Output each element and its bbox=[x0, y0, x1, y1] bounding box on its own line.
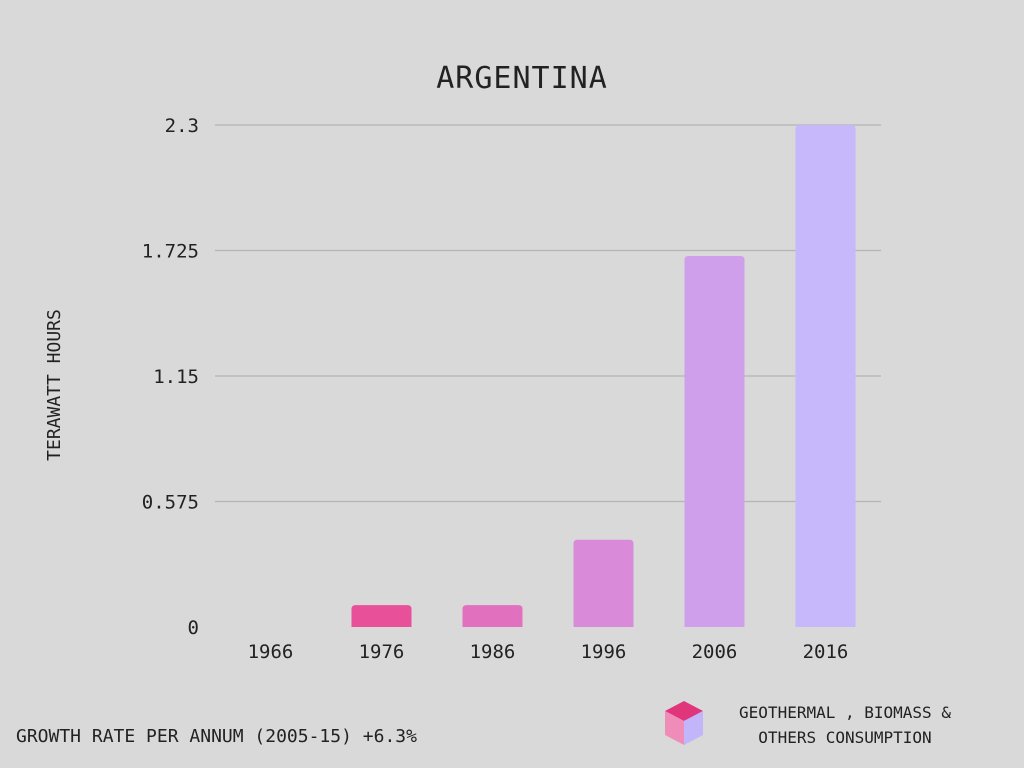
chart-title: ARGENTINA bbox=[436, 61, 608, 96]
x-tick-label: 1986 bbox=[470, 641, 516, 663]
cube-left-face bbox=[665, 711, 684, 745]
y-tick-label: 1.15 bbox=[153, 366, 199, 388]
x-tick-labels: 1966 1976 1986 1996 2006 2016 bbox=[248, 641, 849, 663]
y-axis-title: TERAWATT HOURS bbox=[44, 309, 65, 461]
legend: GEOTHERMAL , BIOMASS & OTHERS CONSUMPTIO… bbox=[665, 701, 951, 747]
x-tick-label: 2016 bbox=[803, 641, 849, 663]
growth-rate-note: GROWTH RATE PER ANNUM (2005-15) +6.3% bbox=[16, 726, 417, 747]
legend-label-line-1: GEOTHERMAL , BIOMASS & bbox=[739, 703, 951, 722]
x-tick-label: 1966 bbox=[248, 641, 294, 663]
bar-2006 bbox=[684, 255, 745, 627]
cube-right-face bbox=[684, 711, 703, 745]
x-tick-label: 1996 bbox=[581, 641, 627, 663]
bar-1996 bbox=[573, 539, 634, 627]
y-tick-label: 0.575 bbox=[142, 492, 199, 514]
y-tick-label: 0 bbox=[188, 617, 199, 639]
y-tick-label: 2.3 bbox=[165, 115, 199, 137]
bars bbox=[351, 125, 856, 627]
bar-1976 bbox=[351, 605, 412, 627]
legend-label-line-2: OTHERS CONSUMPTION bbox=[758, 728, 931, 747]
cube-icon bbox=[665, 701, 703, 745]
x-tick-label: 2006 bbox=[692, 641, 738, 663]
grid-lines bbox=[215, 124, 881, 503]
bar-1986 bbox=[462, 605, 523, 627]
x-tick-label: 1976 bbox=[359, 641, 405, 663]
y-tick-labels: 0 0.575 1.15 1.725 2.3 bbox=[142, 115, 199, 639]
y-tick-label: 1.725 bbox=[142, 241, 199, 263]
bar-2016 bbox=[795, 125, 856, 627]
